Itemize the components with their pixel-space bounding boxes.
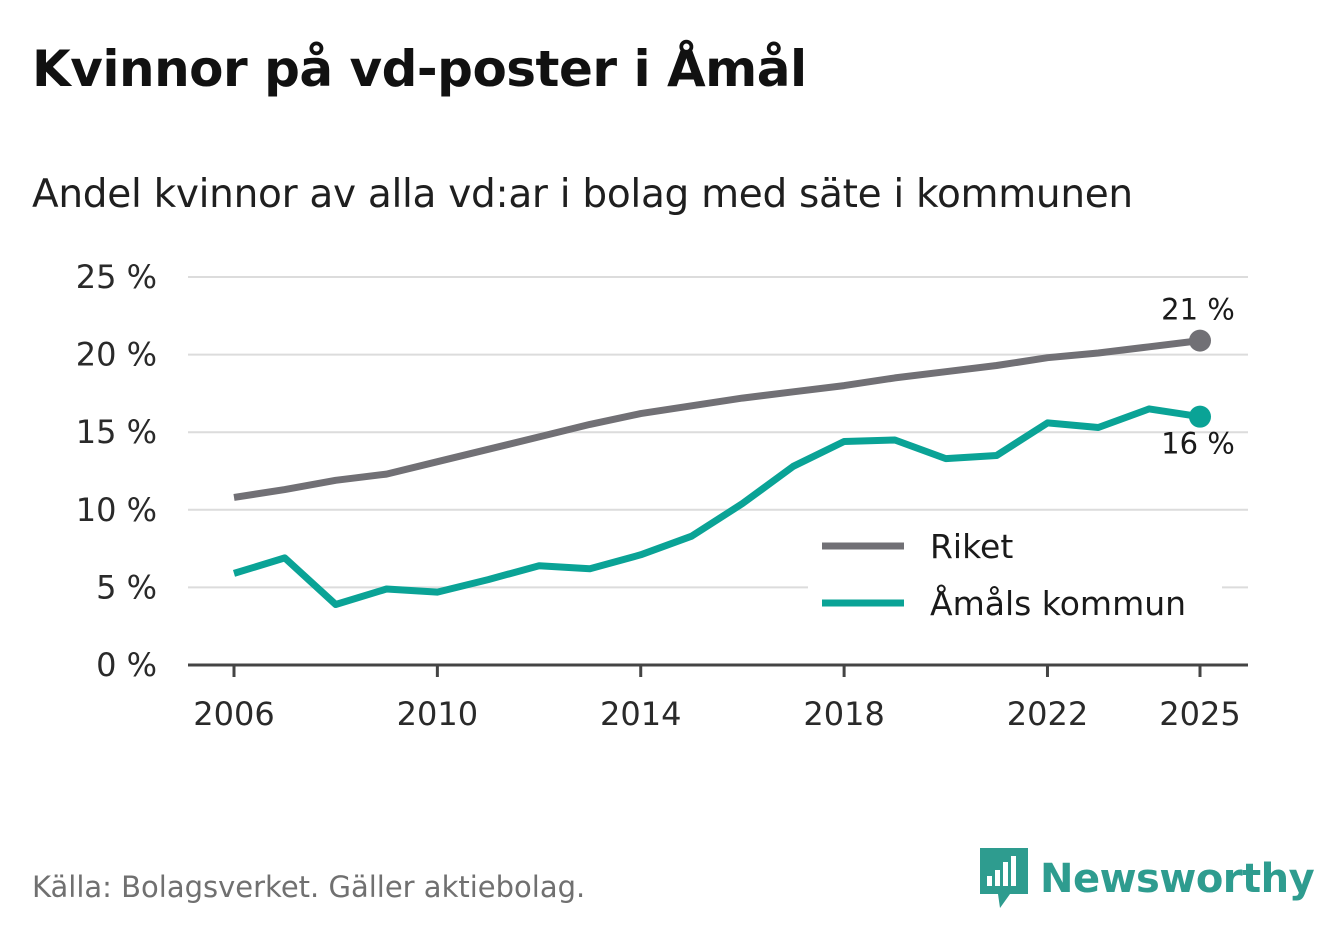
series-lines: 21 % 16 % — [232, 293, 1235, 608]
x-tick-label: 2025 — [1159, 695, 1240, 733]
chart-subtitle: Andel kvinnor av alla vd:ar i bolag med … — [32, 172, 1133, 217]
x-axis: 2006 2010 2014 2018 2022 2025 — [188, 663, 1248, 733]
x-tick-label: 2022 — [1007, 695, 1088, 733]
y-axis-tick-labels: 0 % 5 % 10 % 15 % 20 % 25 % — [76, 258, 157, 684]
y-tick-label: 20 % — [76, 336, 157, 374]
y-tick-label: 15 % — [76, 413, 157, 451]
y-tick-label: 10 % — [76, 491, 157, 529]
y-tick-label: 25 % — [76, 258, 157, 296]
newsworthy-logo-icon — [980, 848, 1028, 908]
x-tick-label: 2014 — [600, 695, 681, 733]
chart-title: Kvinnor på vd-poster i Åmål — [32, 40, 807, 98]
y-tick-label: 5 % — [96, 568, 157, 606]
legend-label: Åmåls kommun — [930, 583, 1186, 623]
legend-label: Riket — [930, 527, 1013, 566]
x-tick-label: 2018 — [803, 695, 884, 733]
brand-name: Newsworthy — [1040, 856, 1315, 902]
legend-background — [808, 518, 1222, 636]
y-tick-label: 0 % — [96, 646, 157, 684]
x-tick-label: 2006 — [193, 695, 274, 733]
series-end-marker — [1189, 329, 1211, 352]
series-end-label: 16 % — [1161, 427, 1235, 461]
series-end-marker — [1189, 405, 1211, 428]
series-end-label: 21 % — [1161, 293, 1235, 327]
x-tick-label: 2010 — [397, 695, 478, 733]
series-line-1 — [232, 405, 1201, 608]
series-line-0 — [233, 337, 1201, 501]
source-note: Källa: Bolagsverket. Gäller aktiebolag. — [32, 870, 586, 904]
legend: Riket Åmåls kommun — [808, 518, 1222, 636]
brand-logo: Newsworthy — [980, 848, 1315, 910]
